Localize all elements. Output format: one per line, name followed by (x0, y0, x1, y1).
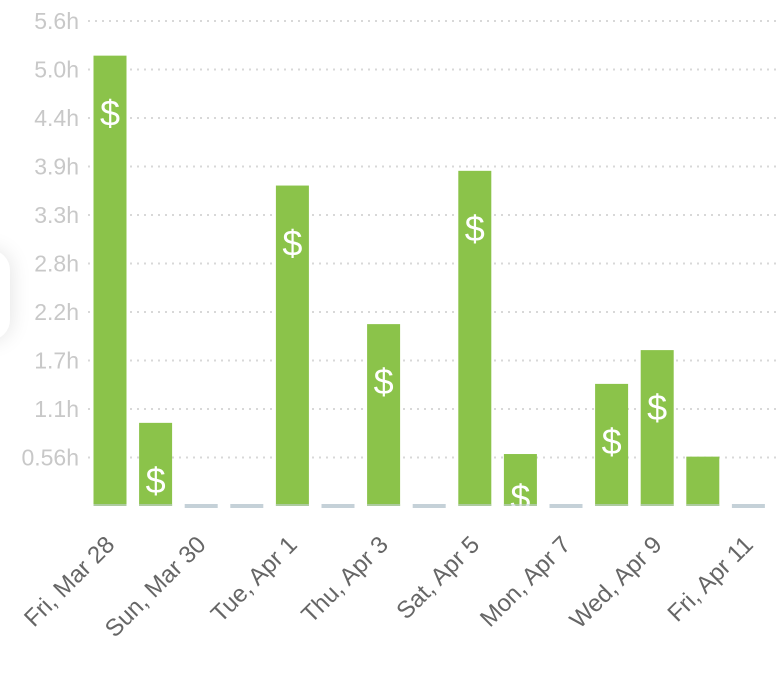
bar (93, 55, 127, 507)
y-tick-label: 3.9h (34, 154, 79, 180)
x-tick-label: Sat, Apr 5 (391, 531, 485, 625)
bar-baseline (503, 504, 537, 506)
y-tick-label: 3.3h (34, 202, 79, 228)
y-tick-label: 2.8h (34, 251, 79, 277)
y-tick-label: 5.0h (34, 57, 79, 83)
empty-bar (230, 504, 264, 508)
billable-dollar-icon: $ (647, 387, 667, 428)
bars: $ $ $ $ $ $ $ $ (93, 55, 765, 518)
bar-baseline (686, 504, 720, 506)
x-tick-label: Mon, Apr 7 (475, 531, 576, 632)
empty-bar (321, 504, 355, 508)
bar (595, 383, 629, 506)
y-tick-label: 1.7h (34, 348, 79, 374)
bar-baseline (595, 504, 629, 506)
billable-dollar-icon: $ (100, 93, 120, 134)
empty-bar (412, 504, 446, 508)
y-tick-label: 5.6h (34, 8, 79, 34)
empty-bar (184, 504, 218, 508)
bar-baseline (139, 504, 173, 506)
empty-bar (731, 504, 765, 508)
bar (458, 170, 492, 506)
empty-bar (549, 504, 583, 508)
y-tick-label: 2.2h (34, 299, 79, 325)
billable-dollar-icon: $ (374, 361, 394, 402)
bar-baseline (640, 504, 674, 506)
x-tick-label: Fri, Apr 11 (663, 531, 759, 627)
billable-dollar-icon: $ (602, 421, 622, 462)
bar (367, 324, 401, 506)
bar (139, 422, 173, 506)
y-tick-label: 1.1h (34, 396, 79, 422)
y-tick-label: 4.4h (34, 105, 79, 131)
bar (686, 456, 720, 506)
panel-edge-shadow (0, 250, 10, 340)
y-tick-label: 0.56h (21, 445, 79, 471)
billable-dollar-icon: $ (146, 460, 166, 501)
x-tick-label: Thu, Apr 3 (296, 531, 393, 628)
bar-baseline (367, 504, 401, 506)
bar (640, 350, 674, 506)
x-tick-label: Tue, Apr 1 (206, 531, 303, 628)
bar-baseline (275, 504, 309, 506)
billable-dollar-icon: $ (282, 223, 302, 264)
billable-dollar-icon: $ (465, 208, 485, 249)
x-tick-label: Wed, Apr 9 (565, 531, 668, 634)
bar-baseline (93, 504, 127, 506)
bar (275, 185, 309, 506)
bar-baseline (458, 504, 492, 506)
y-axis-ticks: 0.56h 1.1h 1.7h 2.2h 2.8h 3.3h 3.9h 4.4h 5.0h 5.6… (21, 8, 79, 471)
billable-dollar-icon: $ (510, 477, 530, 518)
bar (503, 454, 537, 506)
